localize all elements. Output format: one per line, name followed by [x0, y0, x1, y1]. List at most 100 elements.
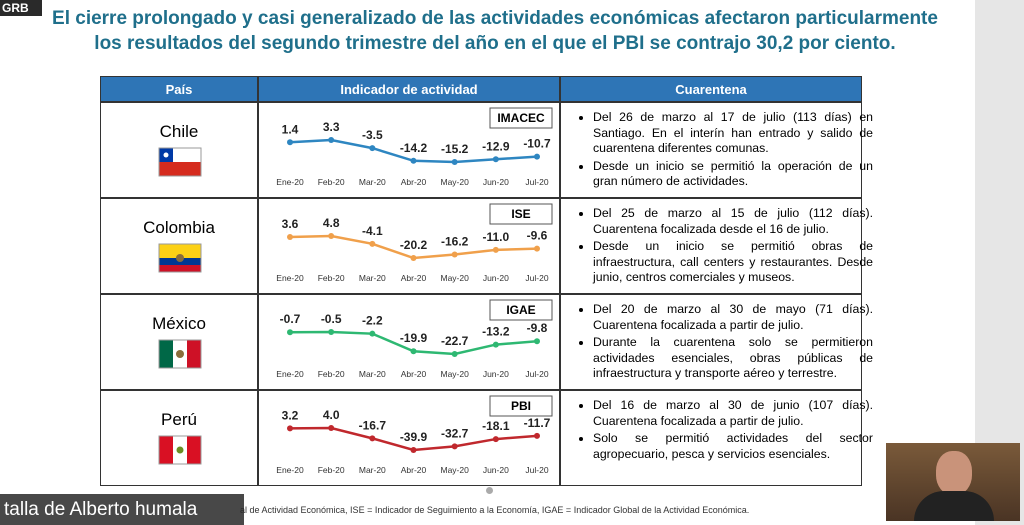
month-label: Jun-20 [483, 177, 509, 187]
data-label: -10.7 [523, 137, 551, 151]
table-cell [560, 198, 862, 294]
data-label: 3.6 [282, 217, 299, 231]
table-cell [100, 198, 258, 294]
flag-border [158, 243, 202, 273]
indicator-name: ISE [511, 207, 530, 221]
data-point [492, 341, 499, 348]
header-cell: Indicador de actividad [258, 76, 560, 102]
month-label: Feb-20 [318, 369, 345, 379]
table-cell [258, 198, 560, 294]
data-label: -11.0 [482, 230, 509, 244]
data-label: -20.2 [400, 238, 428, 252]
flag-part [159, 244, 201, 258]
data-point [287, 425, 293, 432]
quarantine-item: Solo se permitió actividades del sector … [593, 431, 873, 462]
data-point [369, 435, 376, 442]
month-label: May-20 [440, 369, 469, 379]
month-label: Ene-20 [276, 177, 304, 187]
data-point [492, 156, 499, 163]
table-cell [258, 390, 560, 486]
month-label: Jul-20 [525, 369, 548, 379]
quarantine-item: Desde un inicio se permitió obras de inf… [593, 239, 873, 286]
data-point [410, 348, 417, 355]
data-label: -4.1 [362, 224, 383, 238]
data-label: -11.7 [524, 416, 551, 430]
month-label: Feb-20 [318, 465, 345, 475]
speaker-video[interactable] [886, 443, 1020, 521]
flag-part [187, 340, 201, 368]
quarantine-item: Durante la cuarentena solo se permitiero… [593, 335, 873, 382]
flag-border [158, 339, 202, 369]
header-cell: País [100, 76, 258, 102]
flag [159, 436, 201, 464]
data-label: -18.1 [482, 419, 510, 433]
data-point [451, 251, 458, 258]
indicator-box [489, 107, 553, 129]
month-label: Abr-20 [401, 273, 427, 283]
table-cell [258, 294, 560, 390]
speaker-name: talla de Alberto humala [0, 494, 244, 525]
month-label: Mar-20 [359, 465, 386, 475]
data-point [328, 137, 335, 143]
slide-title: los resultados del segundo trimestre del… [94, 33, 896, 54]
month-label: May-20 [440, 273, 469, 283]
flag-border [158, 435, 202, 465]
data-label: -9.8 [527, 321, 548, 335]
data-label: -0.7 [280, 312, 301, 326]
data-point [287, 234, 293, 241]
country-name: México [152, 314, 206, 333]
flag-part [159, 436, 173, 464]
header-cell: Cuarentena [560, 76, 862, 102]
month-label: Feb-20 [318, 273, 345, 283]
flag [159, 244, 201, 272]
data-label: -14.2 [400, 141, 428, 155]
quarantine-item: Desde un inicio se permitió la operación… [593, 159, 873, 190]
country-name: Chile [159, 122, 199, 141]
indicator-box [489, 395, 553, 417]
face [936, 451, 972, 495]
indicator-name: IGAE [506, 303, 535, 317]
data-point [410, 447, 417, 453]
flag-part [159, 265, 201, 272]
data-point [451, 159, 458, 165]
data-label: -19.9 [400, 331, 428, 345]
month-label: May-20 [440, 177, 469, 187]
flag-part [176, 350, 184, 358]
data-label: -12.9 [482, 139, 510, 153]
data-label: -0.5 [321, 312, 342, 326]
flag-part [163, 152, 169, 158]
participant-tag: GRB [0, 0, 42, 16]
month-label: Jun-20 [483, 273, 509, 283]
month-label: Feb-20 [318, 177, 345, 187]
data-point [287, 329, 293, 336]
month-label: Jun-20 [483, 369, 509, 379]
flag-part [176, 254, 184, 262]
month-label: Jul-20 [525, 177, 548, 187]
table-cell [560, 102, 862, 198]
month-label: Ene-20 [276, 369, 304, 379]
table-cell [560, 390, 862, 486]
table-cell [560, 294, 862, 390]
quarantine-item: Del 25 de marzo al 15 de julio (112 días… [593, 206, 873, 237]
data-point [492, 436, 499, 443]
month-label: Ene-20 [276, 273, 304, 283]
quarantine-item: Del 26 de marzo al 17 de julio (113 días… [593, 110, 873, 157]
table-cell [100, 294, 258, 390]
data-point [410, 157, 417, 164]
flag-part [176, 446, 184, 454]
table-cell [258, 102, 560, 198]
month-label: May-20 [440, 465, 469, 475]
slide-dot [486, 487, 493, 494]
table-cell [100, 102, 258, 198]
data-point [287, 139, 293, 146]
indicator-box [489, 299, 553, 321]
data-label: -9.6 [527, 229, 548, 243]
data-point [534, 245, 540, 252]
data-label: -16.7 [359, 418, 387, 432]
month-label: Jul-20 [525, 273, 548, 283]
flag-part [187, 436, 201, 464]
month-label: Abr-20 [401, 177, 427, 187]
country-name: Perú [161, 410, 197, 429]
indicator-box [489, 203, 553, 225]
